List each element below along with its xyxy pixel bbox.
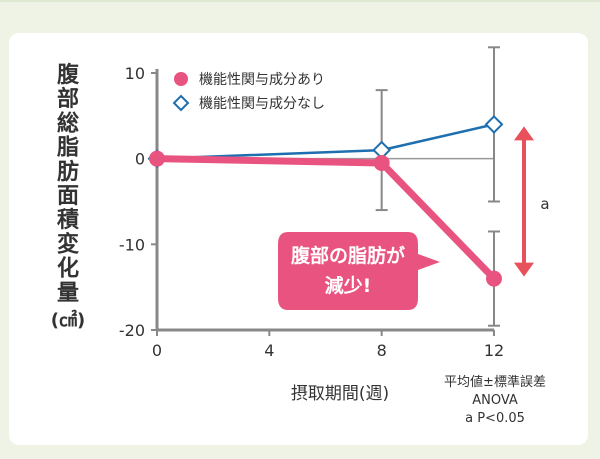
legend-marker-circle bbox=[174, 72, 188, 86]
data-point-diamond bbox=[484, 114, 504, 134]
y-axis-label-char: 量 bbox=[57, 281, 79, 306]
y-tick-label: 0 bbox=[135, 150, 145, 169]
y-axis-label-char: 脂 bbox=[57, 135, 79, 161]
y-axis-label-char: 積 bbox=[57, 208, 80, 233]
callout-shape bbox=[278, 232, 440, 310]
series-layer bbox=[147, 46, 504, 327]
y-axis-label-char: 腹 bbox=[57, 62, 80, 88]
data-point-circle bbox=[149, 150, 165, 167]
statistics-note: a P<0.05 bbox=[465, 411, 525, 426]
top-border bbox=[0, 0, 600, 2]
x-tick-label: 8 bbox=[377, 341, 387, 360]
significance-arrow: a bbox=[514, 126, 550, 277]
y-axis-label-char: 肪 bbox=[57, 160, 79, 185]
significance-arrowhead-bottom bbox=[514, 262, 534, 277]
y-axis-label-char: 化 bbox=[57, 256, 79, 282]
y-tick-labels: 10 0 -10 -20 bbox=[119, 64, 145, 340]
y-axis-label-char: 総 bbox=[57, 110, 79, 136]
statistics-note: ANOVA bbox=[472, 393, 518, 408]
significance-arrowhead-top bbox=[514, 126, 534, 141]
y-axis-unit: (㎠) bbox=[51, 309, 85, 331]
y-axis-label-char: 面 bbox=[57, 184, 79, 209]
data-point-circle bbox=[373, 154, 390, 171]
y-tick-label: 10 bbox=[125, 64, 145, 83]
y-axis-label-char: 部 bbox=[57, 86, 79, 112]
statistics-notes: 平均値±標準誤差 ANOVA a P<0.05 bbox=[444, 374, 546, 426]
legend-label: 機能性関与成分なし bbox=[199, 96, 325, 112]
significance-label: a bbox=[540, 195, 549, 213]
y-tick-label: -20 bbox=[119, 321, 145, 340]
legend-label: 機能性関与成分あり bbox=[199, 72, 325, 88]
x-tick-label: 0 bbox=[152, 341, 162, 360]
statistics-note: 平均値±標準誤差 bbox=[444, 374, 546, 390]
data-point-circle bbox=[486, 270, 502, 287]
x-tick-labels: 0 4 8 12 bbox=[152, 341, 504, 360]
callout-line: 減少! bbox=[325, 274, 372, 297]
y-axis-label-char: 変 bbox=[57, 231, 79, 257]
x-axis-label: 摂取期間(週) bbox=[291, 384, 389, 404]
x-tick-label: 12 bbox=[484, 341, 504, 360]
callout-line: 腹部の脂肪が bbox=[290, 244, 405, 267]
y-tick-label: -10 bbox=[119, 235, 145, 254]
x-tick-label: 4 bbox=[264, 341, 274, 360]
series-active bbox=[149, 150, 502, 327]
legend-marker-diamond bbox=[172, 94, 190, 112]
